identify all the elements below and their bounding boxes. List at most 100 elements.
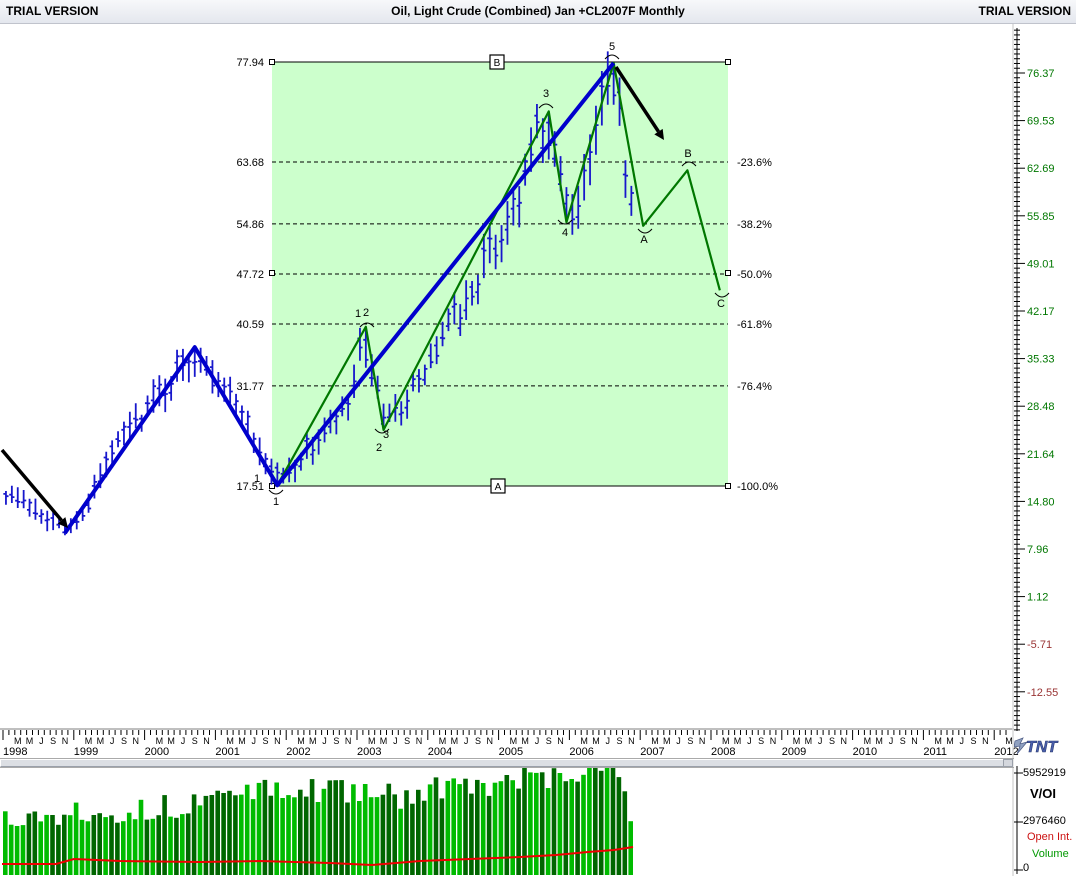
svg-text:M: M <box>651 736 659 746</box>
tnt-logo-text: TNT <box>1026 739 1058 756</box>
svg-text:17.51: 17.51 <box>236 481 264 493</box>
svg-text:N: N <box>487 736 494 746</box>
right-price-axis: 76.37 69.53 62.69 55.85 49.01 42.17 35.33 28.48… <box>1014 28 1058 731</box>
volume-axis-mid: 2976460 <box>1023 815 1066 827</box>
svg-text:-61.8%: -61.8% <box>737 319 772 331</box>
elliott-wave-green-line[interactable] <box>276 61 721 486</box>
svg-text:M: M <box>934 736 942 746</box>
svg-text:S: S <box>192 736 198 746</box>
svg-text:M: M <box>864 736 872 746</box>
svg-text:47.72: 47.72 <box>236 269 264 281</box>
svg-text:J: J <box>606 736 611 746</box>
volume-axis-zero: 0 <box>1023 862 1030 874</box>
svg-text:M: M <box>510 736 518 746</box>
svg-text:S: S <box>263 736 269 746</box>
svg-text:49.01: 49.01 <box>1027 258 1055 270</box>
svg-text:M: M <box>167 736 175 746</box>
svg-text:J: J <box>535 736 540 746</box>
scrollbar-button[interactable] <box>1003 759 1013 767</box>
svg-text:M: M <box>14 736 22 746</box>
svg-text:B: B <box>684 148 691 160</box>
svg-text:S: S <box>617 736 623 746</box>
svg-text:M: M <box>734 736 742 746</box>
svg-text:M: M <box>663 736 671 746</box>
svg-text:1.12: 1.12 <box>1027 592 1048 604</box>
svg-text:2006: 2006 <box>569 746 593 758</box>
svg-text:C: C <box>717 298 725 310</box>
svg-text:J: J <box>252 736 257 746</box>
svg-text:S: S <box>900 736 906 746</box>
voi-panel-title: V/OI <box>1030 786 1057 801</box>
svg-text:M: M <box>380 736 388 746</box>
svg-text:-50.0%: -50.0% <box>737 269 772 281</box>
svg-text:21.64: 21.64 <box>1027 449 1055 461</box>
svg-text:M: M <box>238 736 246 746</box>
scrollbar-thumb[interactable] <box>0 759 1004 767</box>
svg-text:69.53: 69.53 <box>1027 116 1055 128</box>
svg-text:N: N <box>203 736 210 746</box>
trial-version-left: TRIAL VERSION <box>6 4 99 18</box>
svg-text:J: J <box>322 736 327 746</box>
svg-text:2001: 2001 <box>215 746 239 758</box>
volume-legend: Volume <box>1032 848 1069 860</box>
svg-text:2: 2 <box>376 442 382 454</box>
svg-text:N: N <box>62 736 69 746</box>
svg-text:N: N <box>416 736 423 746</box>
volume-axis-max: 5952919 <box>1023 767 1066 779</box>
tnt-bolt-icon <box>1014 737 1029 755</box>
svg-text:B: B <box>494 58 501 69</box>
fibonacci-retracement-tool[interactable]: 77.94 63.68 -23.6% 54.86 -38.2% 47.72 -50.0% 40… <box>236 54 778 494</box>
svg-text:7.96: 7.96 <box>1027 544 1048 556</box>
trial-version-right: TRIAL VERSION <box>978 4 1071 18</box>
svg-text:M: M <box>226 736 234 746</box>
svg-text:2005: 2005 <box>499 746 523 758</box>
svg-text:-76.4%: -76.4% <box>737 381 772 393</box>
svg-text:2007: 2007 <box>640 746 664 758</box>
svg-text:2008: 2008 <box>711 746 735 758</box>
svg-text:S: S <box>121 736 127 746</box>
svg-text:55.85: 55.85 <box>1027 211 1055 223</box>
svg-text:M: M <box>592 736 600 746</box>
svg-text:J: J <box>393 736 398 746</box>
trend-arrows[interactable] <box>0 66 664 528</box>
svg-text:-100.0%: -100.0% <box>737 481 778 493</box>
svg-text:1998: 1998 <box>3 746 27 758</box>
svg-text:31.77: 31.77 <box>236 381 264 393</box>
svg-text:S: S <box>546 736 552 746</box>
svg-text:35.33: 35.33 <box>1027 354 1055 366</box>
svg-text:2011: 2011 <box>923 746 947 758</box>
horizontal-scrollbar[interactable] <box>0 758 1014 768</box>
svg-text:J: J <box>110 736 115 746</box>
svg-text:S: S <box>333 736 339 746</box>
svg-text:62.69: 62.69 <box>1027 163 1055 175</box>
svg-text:J: J <box>676 736 681 746</box>
svg-text:S: S <box>475 736 481 746</box>
svg-text:M: M <box>156 736 164 746</box>
svg-text:N: N <box>133 736 140 746</box>
svg-text:M: M <box>521 736 529 746</box>
open-interest-legend: Open Int. <box>1027 831 1073 843</box>
svg-text:S: S <box>971 736 977 746</box>
svg-text:N: N <box>699 736 706 746</box>
tnt-logo[interactable]: TNT <box>1014 735 1076 758</box>
svg-text:N: N <box>274 736 281 746</box>
svg-text:2004: 2004 <box>428 746 452 758</box>
svg-text:M: M <box>1005 736 1013 746</box>
svg-text:1: 1 <box>273 496 279 508</box>
trend-wave-blue-line[interactable] <box>63 61 616 535</box>
svg-text:A: A <box>495 482 502 493</box>
svg-text:-12.55: -12.55 <box>1027 687 1058 699</box>
svg-text:M: M <box>722 736 730 746</box>
svg-text:S: S <box>404 736 410 746</box>
svg-text:J: J <box>747 736 752 746</box>
svg-text:2009: 2009 <box>782 746 806 758</box>
volume-axis <box>1012 24 1023 876</box>
svg-text:N: N <box>557 736 564 746</box>
svg-text:M: M <box>580 736 588 746</box>
svg-text:63.68: 63.68 <box>236 157 264 169</box>
svg-text:A: A <box>640 234 648 246</box>
svg-text:M: M <box>309 736 317 746</box>
